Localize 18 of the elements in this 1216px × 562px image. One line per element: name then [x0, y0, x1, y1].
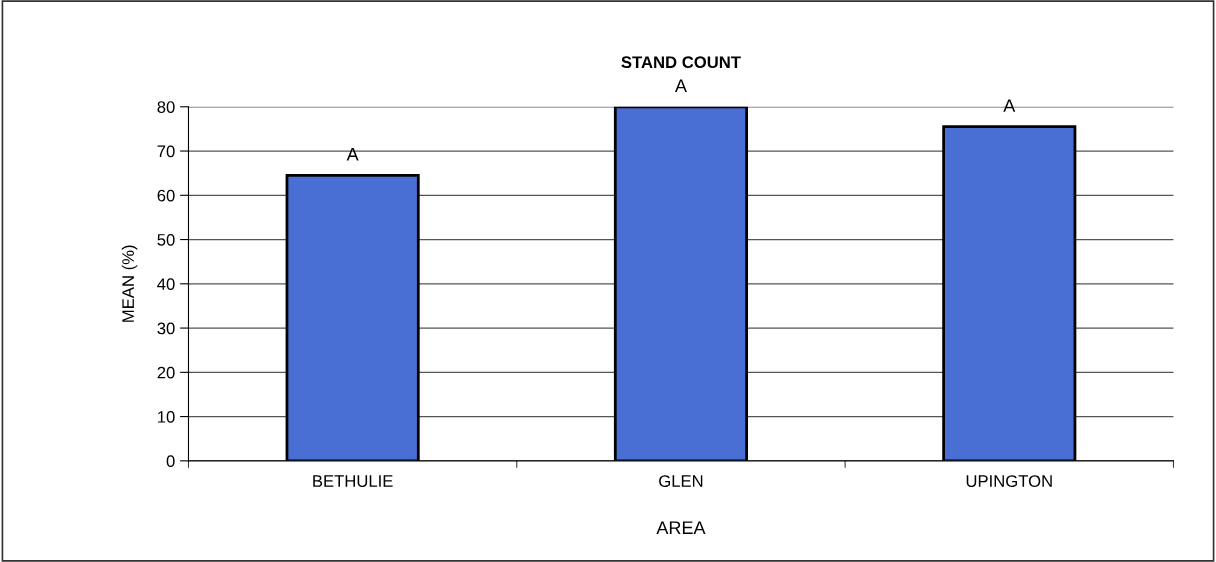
y-tick-label: 50: [157, 233, 175, 246]
annotation: A: [346, 148, 359, 161]
y-tick-label: 30: [157, 322, 175, 335]
x-axis-title: AREA: [656, 521, 706, 534]
x-tick-label: UPINGTON: [966, 475, 1052, 487]
x-tick-label: BETHULIE: [313, 475, 393, 487]
annotation: A: [1003, 99, 1016, 112]
y-tick-label: 20: [157, 366, 175, 379]
annotation: A: [674, 79, 687, 92]
y-tick-label: 80: [157, 101, 175, 113]
chart-title: STAND COUNT: [621, 56, 741, 69]
y-tick-label: 40: [157, 278, 175, 291]
y-tick-label: 70: [157, 145, 175, 158]
y-tick-label: 10: [158, 410, 175, 423]
x-tick-label: GLEN: [659, 475, 703, 487]
y-axis-title: MEAN (%): [121, 245, 138, 322]
y-tick-label: 0: [166, 455, 175, 468]
y-tick-label: 60: [157, 189, 175, 202]
